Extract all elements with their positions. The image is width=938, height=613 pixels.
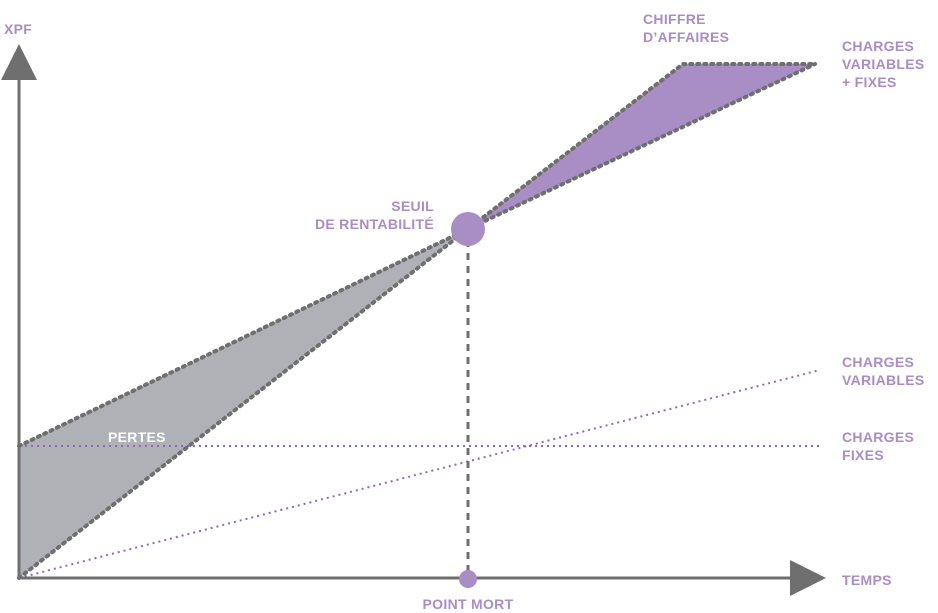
losses-label: PERTES: [108, 429, 166, 445]
break-even-label: SEUIL DE RENTABILITÉ: [314, 198, 434, 232]
revenue-line: [17, 62, 817, 580]
revenue-label: CHIFFRE D’AFFAIRES: [643, 11, 730, 45]
break-even-point-marker: [451, 212, 485, 246]
x-axis-label: TEMPS: [842, 572, 892, 588]
total-charges-label: CHARGES VARIABLES + FIXES: [842, 38, 925, 90]
point-mort-marker: [459, 570, 477, 588]
fixed-charges-label: CHARGES FIXES: [842, 429, 915, 463]
total-charges-line: [17, 62, 817, 448]
variable-charges-label: CHARGES VARIABLES: [842, 354, 925, 388]
point-mort-label: POINT MORT: [422, 596, 514, 612]
y-axis-label: XPF: [4, 21, 33, 37]
